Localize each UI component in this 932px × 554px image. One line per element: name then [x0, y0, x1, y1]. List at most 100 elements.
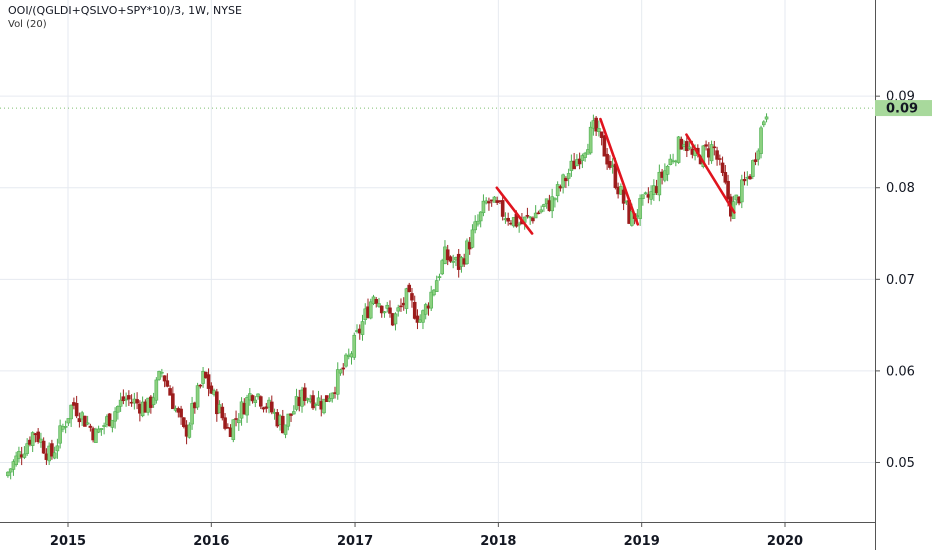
- candle-body: [751, 160, 755, 177]
- candle-body: [385, 304, 390, 309]
- candlestick-series: [6, 113, 769, 480]
- candle: [723, 165, 728, 185]
- chart-legend[interactable]: OOI/(QGLDI+QSLVO+SPY*10)/3, 1W, NYSE Vol…: [8, 3, 242, 31]
- time-scale[interactable]: 2015 2016 2017 2018 2019 2020: [50, 522, 803, 549]
- candle-body: [602, 135, 607, 157]
- candle-body: [638, 198, 642, 219]
- candle: [327, 393, 332, 403]
- candle-body: [124, 398, 128, 401]
- candle-body: [555, 184, 560, 197]
- candle: [157, 370, 161, 381]
- candle-body: [382, 311, 387, 314]
- candle-body: [761, 121, 766, 126]
- candle-body: [726, 180, 730, 200]
- candle: [154, 377, 159, 404]
- candle: [597, 120, 601, 137]
- candle-body: [539, 209, 543, 213]
- candle: [382, 311, 387, 318]
- candle: [286, 413, 291, 431]
- candle: [412, 295, 417, 320]
- candle: [36, 428, 40, 444]
- candle: [344, 353, 348, 368]
- candle: [709, 140, 714, 164]
- candle-body: [135, 399, 139, 404]
- candle-body: [641, 194, 645, 200]
- candle-body: [264, 406, 269, 409]
- candle-body: [393, 313, 398, 325]
- candle: [264, 402, 269, 413]
- candle-body: [327, 398, 332, 402]
- candle: [410, 287, 414, 308]
- candle-body: [756, 150, 761, 160]
- candle-body: [542, 204, 546, 207]
- trendline: [599, 117, 640, 226]
- candle: [124, 392, 128, 407]
- candle-body: [302, 387, 307, 401]
- candle: [50, 439, 54, 460]
- candle-body: [399, 305, 403, 308]
- candle-body: [687, 146, 692, 149]
- candle: [421, 309, 425, 330]
- candle-body: [718, 158, 722, 160]
- candle: [198, 384, 203, 389]
- candle: [25, 438, 29, 456]
- candle-body: [162, 375, 167, 382]
- candle-body: [421, 310, 425, 323]
- candle: [531, 216, 535, 224]
- candle: [492, 196, 497, 203]
- candle-body: [709, 144, 714, 162]
- candle-body: [289, 413, 293, 416]
- candle: [715, 146, 719, 166]
- candle: [99, 428, 104, 436]
- candle-body: [66, 418, 71, 424]
- candle-body: [685, 141, 689, 152]
- candle-body: [594, 117, 598, 132]
- candle-body: [599, 131, 604, 138]
- candle: [761, 120, 766, 128]
- candle-body: [566, 173, 571, 179]
- candle-body: [553, 197, 557, 201]
- candle-body: [171, 393, 175, 410]
- candle: [14, 451, 18, 467]
- symbol-title[interactable]: OOI/(QGLDI+QSLVO+SPY*10)/3, 1W, NYSE: [8, 4, 242, 17]
- candle: [291, 405, 296, 415]
- candle: [451, 254, 456, 269]
- candle: [311, 390, 315, 410]
- candle-body: [322, 398, 326, 414]
- candle-body: [234, 418, 238, 420]
- candle-body: [168, 388, 172, 396]
- candle: [187, 422, 192, 439]
- candle: [69, 404, 73, 428]
- candle: [190, 396, 194, 430]
- candle-body: [715, 150, 719, 160]
- candle-body: [657, 171, 662, 196]
- candle-body: [597, 128, 601, 132]
- candle-body: [352, 334, 357, 358]
- candle-body: [165, 380, 170, 387]
- candle: [162, 375, 167, 388]
- volume-indicator-label[interactable]: Vol (20): [8, 19, 47, 30]
- trendlines[interactable]: [495, 117, 736, 235]
- candle-body: [291, 411, 296, 415]
- time-tick-label: 2020: [767, 534, 803, 549]
- candle-body: [8, 468, 13, 473]
- candle: [206, 368, 211, 397]
- time-tick-label: 2015: [50, 534, 86, 549]
- candle: [657, 164, 662, 202]
- candle: [533, 205, 538, 219]
- candle-body: [723, 172, 728, 183]
- price-scale[interactable]: 0.05 0.06 0.07 0.08 0.09: [875, 90, 915, 471]
- candle-body: [14, 455, 18, 465]
- candle: [423, 302, 428, 320]
- candle-body: [712, 146, 717, 149]
- candle-body: [415, 315, 420, 323]
- candle: [96, 425, 101, 434]
- candle-body: [388, 307, 392, 314]
- candle-body: [85, 422, 90, 425]
- candle-body: [160, 371, 164, 374]
- candle-body: [187, 424, 192, 438]
- candle: [385, 301, 390, 313]
- candle-body: [704, 144, 708, 147]
